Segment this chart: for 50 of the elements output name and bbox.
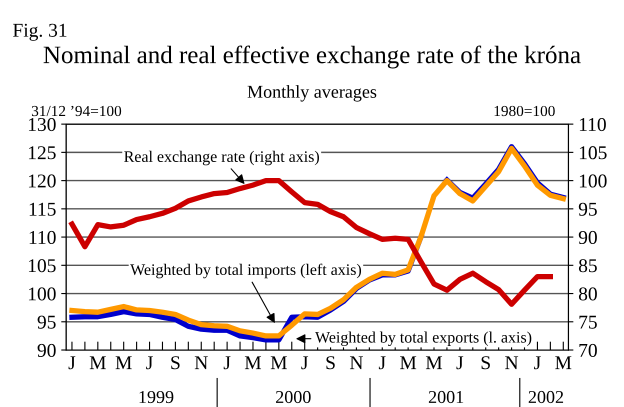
x-tick-label: M [90, 356, 106, 370]
x-tick-label: M [244, 356, 262, 370]
text: 2001 [428, 390, 464, 404]
text: Real exchange rate (right axis) [124, 150, 319, 166]
series-label: Weighted by total exports (l. axis) [315, 331, 532, 346]
x-tick-label: J [224, 356, 230, 370]
x-tick-label: M [426, 356, 442, 370]
y-tick-label: 110 [30, 230, 56, 244]
y-tick-label: 125 [28, 146, 56, 160]
text: 31/12 ’94=100 [32, 106, 122, 116]
y-tick-label: 130 [28, 118, 56, 132]
text: 2000 [276, 390, 311, 404]
x-tick-label: M [400, 356, 416, 370]
x-tick-label: S [482, 356, 490, 370]
y-tick-label: 95 [38, 316, 56, 329]
x-tick-label: M [270, 356, 287, 370]
y-tick-label: 115 [30, 202, 56, 216]
y2-tick-label: 105 [580, 146, 607, 160]
chart-title: Nominal and real effective exchange rate of the króna [44, 45, 581, 68]
y-tick-label: 90 [38, 344, 56, 357]
y-tick-label: 105 [28, 259, 56, 272]
y2-tick-label: 110 [580, 118, 606, 132]
text: 1999 [140, 390, 174, 404]
x-tick-label: S [171, 356, 180, 370]
y-tick-label: 120 [28, 174, 56, 188]
x-tick-label: M [555, 356, 572, 370]
x-tick-label: J [378, 356, 386, 370]
x-tick-label: N [350, 356, 363, 370]
x-tick-label: J [146, 356, 153, 370]
x-tick-label: J [534, 356, 541, 370]
x-tick-label: N [194, 356, 208, 370]
caption: Fig. 31 [13, 24, 66, 41]
text: 1980=100 [494, 106, 555, 116]
y2-tick-label: 80 [578, 287, 597, 300]
x-tick-label: M [116, 356, 132, 370]
x-tick-label: J [456, 356, 464, 370]
text: 2002 [528, 390, 564, 404]
x-tick-label: J [301, 356, 308, 370]
x-tick-label: N [505, 356, 518, 370]
series-label: Weighted by total imports (left axis) [130, 264, 362, 278]
y2-tick-label: 85 [578, 259, 597, 272]
y2-tick-label: 90 [578, 230, 597, 244]
y-tick-label: 100 [28, 287, 56, 300]
y2-tick-label: 70 [579, 344, 597, 357]
y2-tick-label: 75 [579, 316, 597, 329]
x-tick-label: S [326, 356, 335, 370]
y2-tick-label: 100 [580, 174, 607, 188]
chart-subtitle: Monthly averages [248, 85, 376, 102]
y2-tick-label: 95 [578, 202, 597, 216]
x-tick-label: J [68, 356, 76, 370]
